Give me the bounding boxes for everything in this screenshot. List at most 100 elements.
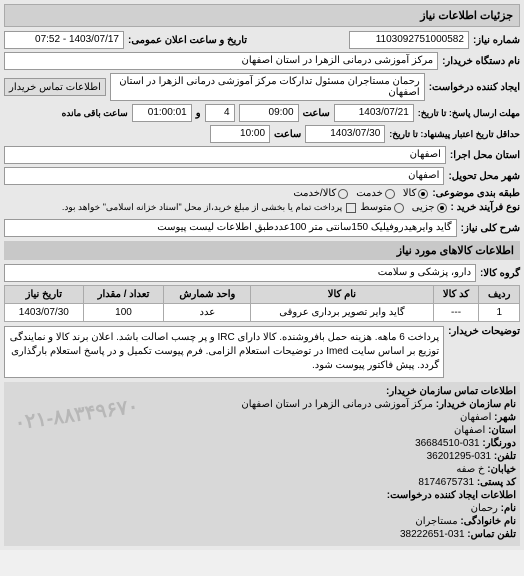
radio-minor-label: جزیی <box>412 202 435 213</box>
radio-service-label: خدمت <box>356 188 383 199</box>
radio-medium-circle <box>394 203 404 213</box>
request-number-label: شماره نیاز: <box>473 35 520 46</box>
days-value: 4 <box>205 104 235 122</box>
exec-province-label: استان محل اجرا: <box>450 150 520 161</box>
row-delivery-city: شهر محل تحویل: اصفهان <box>4 167 520 185</box>
category-radio-group: کالا خدمت کالا/خدمت <box>293 188 428 199</box>
delivery-city-label: شهر محل تحویل: <box>448 171 520 182</box>
family-label: نام: <box>501 503 516 514</box>
category-label: طبقه بندی موضوعی: <box>432 188 520 199</box>
row-validity: حداقل تاریخ اعتبار پیشنهاد: تا تاریخ: 14… <box>4 125 520 143</box>
purchase-type-label: نوع فرآیند خرید : <box>451 202 520 213</box>
row-purchase-type: نوع فرآیند خرید : جزیی متوسط پرداخت تمام… <box>4 202 520 213</box>
table-row: 1 --- گاید وایر تصویر برداری عروقی عدد 1… <box>5 304 520 322</box>
contact-phone-label: تلفن تماس: <box>467 529 516 540</box>
fax-value: 031-36684510 <box>415 438 480 449</box>
th-name: نام کالا <box>251 286 433 304</box>
td-code: --- <box>433 304 479 322</box>
city-label: شهر: <box>494 412 516 423</box>
province-label: استان: <box>488 425 516 436</box>
td-date: 1403/07/30 <box>5 304 84 322</box>
purchase-type-radio-group: جزیی متوسط <box>360 202 446 213</box>
treasury-checkbox[interactable] <box>346 203 356 213</box>
td-name: گاید وایر تصویر برداری عروقی <box>251 304 433 322</box>
radio-goods[interactable]: کالا <box>403 188 429 199</box>
contact-phone-value: 031-38222651 <box>400 529 465 540</box>
phone-value: 031-36201295 <box>427 451 492 462</box>
contact-section: ۰۲۱-۸۸۳۴۹۶۷۰ اطلاعات تماس سازمان خریدار:… <box>4 382 520 546</box>
details-panel: جزئیات اطلاعات نیاز شماره نیاز: 11030927… <box>0 0 524 550</box>
deadline-time-value: 09:00 <box>239 104 299 122</box>
radio-minor[interactable]: جزیی <box>412 202 447 213</box>
lastname-value: مستاجران <box>415 516 457 527</box>
contact-title: اطلاعات تماس سازمان خریدار: <box>386 386 516 397</box>
row-buyer-notes: توضیحات خریدار: پرداخت 6 ماهه. هزینه حمل… <box>4 326 520 378</box>
th-qty: تعداد / مقدار <box>83 286 164 304</box>
remaining-label: ساعت باقی مانده <box>62 108 128 119</box>
goods-group-label: گروه کالا: <box>480 268 520 279</box>
buyer-org-label: نام دستگاه خریدار: <box>442 56 520 67</box>
radio-minor-circle <box>437 203 447 213</box>
delivery-city-value: اصفهان <box>4 167 444 185</box>
radio-goods-service-label: کالا/خدمت <box>293 188 336 199</box>
contact-org-label: نام سازمان خریدار: <box>436 399 516 410</box>
td-qty: 100 <box>83 304 164 322</box>
th-date: تاریخ نیاز <box>5 286 84 304</box>
time-label-2: ساعت <box>274 129 301 140</box>
goods-info-title: اطلاعات کالاهای مورد نیاز <box>4 241 520 260</box>
th-code: کد کالا <box>433 286 479 304</box>
validity-label: حداقل تاریخ اعتبار پیشنهاد: تا تاریخ: <box>389 129 520 140</box>
radio-medium[interactable]: متوسط <box>360 202 403 213</box>
request-number-value: 1103092751000582 <box>349 31 469 49</box>
row-deadline: مهلت ارسال پاسخ: تا تاریخ: 1403/07/21 سا… <box>4 104 520 122</box>
radio-goods-label: کالا <box>403 188 417 199</box>
lastname-label: نام خانوادگی: <box>460 516 516 527</box>
row-requester: ایجاد کننده درخواست: رحمان مستاجران مسئو… <box>4 73 520 101</box>
radio-goods-service[interactable]: کالا/خدمت <box>293 188 348 199</box>
radio-service[interactable]: خدمت <box>356 188 395 199</box>
creator-info-title: اطلاعات ایجاد کننده درخواست: <box>387 490 516 501</box>
deadline-date-value: 1403/07/21 <box>334 104 414 122</box>
requester-value: رحمان مستاجران مسئول تدارکات مرکز آموزشی… <box>110 73 425 101</box>
city-value: اصفهان <box>460 412 491 423</box>
general-desc-label: شرح کلی نیاز: <box>461 223 520 234</box>
td-row: 1 <box>479 304 520 322</box>
panel-header: جزئیات اطلاعات نیاز <box>4 4 520 27</box>
validity-time-value: 10:00 <box>210 125 270 143</box>
goods-table: ردیف کد کالا نام کالا واحد شمارش تعداد /… <box>4 285 520 322</box>
family-value: رحمان <box>471 503 498 514</box>
row-category: طبقه بندی موضوعی: کالا خدمت کالا/خدمت <box>4 188 520 199</box>
buyer-notes-label: توضیحات خریدار: <box>448 326 520 337</box>
validity-date-value: 1403/07/30 <box>305 125 385 143</box>
radio-service-circle <box>385 189 395 199</box>
requester-label: ایجاد کننده درخواست: <box>429 82 520 93</box>
treasury-note: پرداخت تمام یا بخشی از مبلغ خرید،از محل … <box>62 202 342 213</box>
phone-label: تلفن: <box>494 451 516 462</box>
and-label: و <box>196 108 201 119</box>
contact-org-value: مرکز آموزشی درمانی الزهرا در استان اصفها… <box>241 399 433 410</box>
th-row: ردیف <box>479 286 520 304</box>
deadline-label: مهلت ارسال پاسخ: تا تاریخ: <box>418 108 520 119</box>
fax-label: دورنگار: <box>482 438 516 449</box>
exec-province-value: اصفهان <box>4 146 446 164</box>
row-buyer-org: نام دستگاه خریدار: مرکز آموزشی درمانی ال… <box>4 52 520 70</box>
td-unit: عدد <box>164 304 251 322</box>
row-request-number: شماره نیاز: 1103092751000582 تاریخ و ساع… <box>4 31 520 49</box>
public-datetime-label: تاریخ و ساعت اعلان عمومی: <box>128 35 247 46</box>
postal-label: کد پستی: <box>477 477 516 488</box>
table-header-row: ردیف کد کالا نام کالا واحد شمارش تعداد /… <box>5 286 520 304</box>
goods-group-value: دارو، پزشکی و سلامت <box>4 264 476 282</box>
street-value: خ صفه <box>456 464 484 475</box>
radio-goods-circle <box>418 189 428 199</box>
buyer-notes-value: پرداخت 6 ماهه. هزینه حمل بافروشنده. کالا… <box>4 326 444 378</box>
street-label: خیابان: <box>487 464 516 475</box>
row-exec-province: استان محل اجرا: اصفهان <box>4 146 520 164</box>
buyer-contact-button[interactable]: اطلاعات تماس خریدار <box>4 78 106 96</box>
radio-goods-service-circle <box>338 189 348 199</box>
province-value: اصفهان <box>454 425 485 436</box>
buyer-org-value: مرکز آموزشی درمانی الزهرا در استان اصفها… <box>4 52 438 70</box>
row-goods-group: گروه کالا: دارو، پزشکی و سلامت <box>4 264 520 282</box>
remaining-time-value: 01:00:01 <box>132 104 192 122</box>
th-unit: واحد شمارش <box>164 286 251 304</box>
postal-value: 8174675731 <box>418 477 474 488</box>
